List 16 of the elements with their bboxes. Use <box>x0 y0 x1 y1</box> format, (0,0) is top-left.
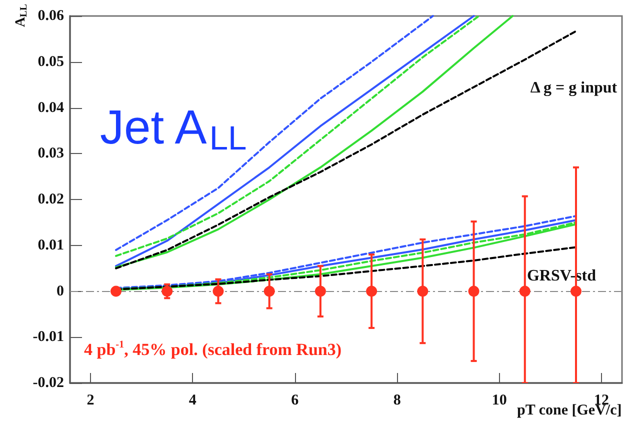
y-tick-label: 0.03 <box>38 146 64 162</box>
x-tick-label: 4 <box>188 392 197 408</box>
y-tick-label: 0.06 <box>38 8 64 24</box>
x-tick-label: 2 <box>86 392 94 408</box>
annotation: Δ g = g input <box>530 80 618 96</box>
y-tick-label: -0.01 <box>32 329 64 346</box>
y-tick-label: 0 <box>56 283 64 300</box>
x-tick-label: 8 <box>393 392 401 408</box>
y-tick-label: 0.05 <box>38 54 64 70</box>
y-tick-label: 0.02 <box>38 192 64 208</box>
y-axis-title: ALL <box>14 4 30 28</box>
y-tick-label: 0.04 <box>38 100 64 116</box>
y-tick-label: -0.02 <box>32 375 64 391</box>
x-tick-label: 10 <box>492 392 507 408</box>
y-tick-label: 0.01 <box>38 237 64 254</box>
x-tick-label: 6 <box>291 392 300 408</box>
